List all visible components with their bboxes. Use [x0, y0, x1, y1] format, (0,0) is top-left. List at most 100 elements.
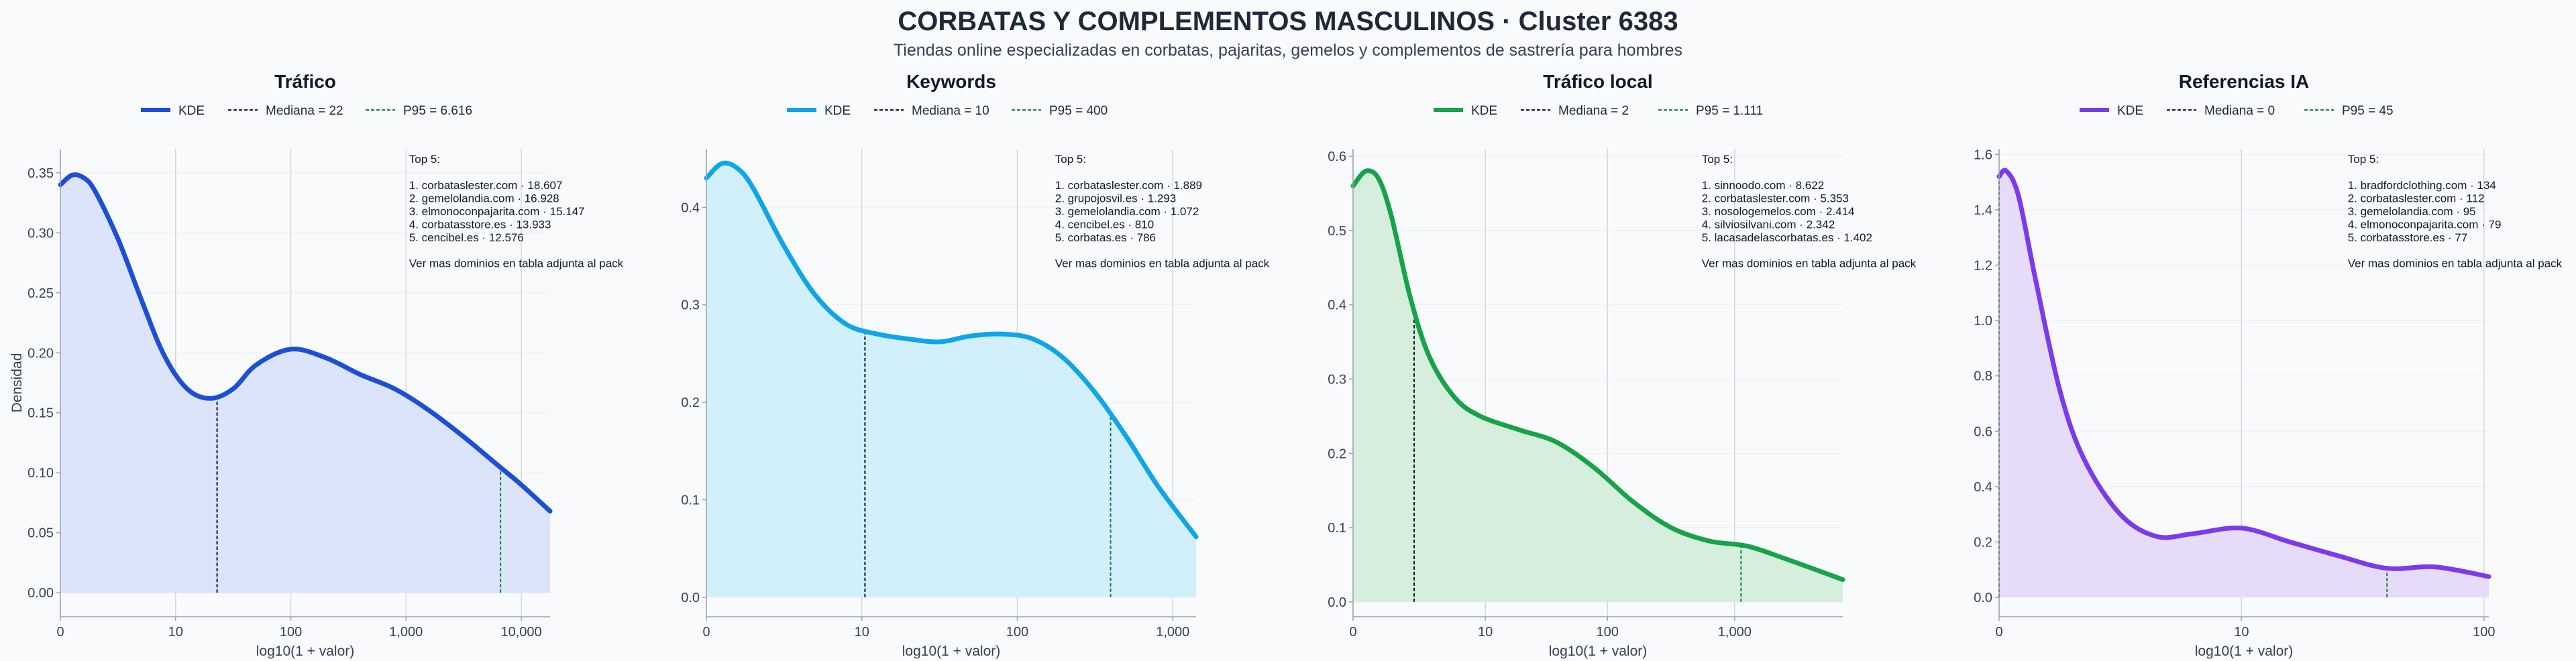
y-tick-label: 0.0 — [681, 591, 700, 605]
legend-p95-label: P95 = 400 — [1049, 104, 1108, 118]
x-axis-label: log10(1 + valor) — [256, 644, 355, 659]
top5-item: 3. elmonoconpajarita.com · 15.147 — [409, 205, 585, 218]
x-tick-label: 0 — [702, 625, 710, 640]
panel-title: Keywords — [906, 71, 996, 92]
legend-kde-label: KDE — [2117, 104, 2143, 118]
y-tick-label: 0.10 — [28, 466, 54, 481]
top5-item: 2. corbataslester.com · 5.353 — [1702, 192, 1849, 205]
y-tick-label: 0.2 — [1328, 446, 1346, 461]
top5-item: 5. corbatasstore.es · 77 — [2348, 231, 2468, 244]
y-tick-label: 0.2 — [1974, 535, 1992, 550]
y-tick-label: 0.0 — [1328, 595, 1346, 610]
x-tick-label: 1,000 — [1156, 625, 1189, 640]
x-tick-label: 1,000 — [389, 625, 423, 640]
x-tick-label: 0 — [1995, 625, 2002, 640]
x-tick-label: 10 — [855, 625, 869, 640]
density-area — [706, 163, 1196, 597]
y-tick-label: 1.0 — [1974, 314, 1992, 328]
top5-header: Top 5: — [2348, 153, 2379, 166]
top5-header: Top 5: — [1055, 153, 1086, 166]
y-tick-label: 0.1 — [681, 493, 700, 508]
y-tick-label: 0.15 — [28, 406, 54, 421]
top5-item: 4. elmonoconpajarita.com · 79 — [2348, 219, 2502, 231]
y-tick-label: 0.20 — [28, 346, 54, 361]
y-tick-label: 0.4 — [681, 200, 700, 215]
top5-item: 3. gemelolandia.com · 1.072 — [1055, 205, 1199, 218]
y-tick-label: 0.3 — [681, 298, 700, 313]
top5-item: 4. cencibel.es · 810 — [1055, 219, 1154, 231]
x-tick-label: 10 — [2234, 625, 2249, 640]
top5-item: 1. bradfordclothing.com · 134 — [2348, 179, 2496, 192]
y-tick-label: 0.35 — [28, 166, 54, 181]
kde-line — [1996, 168, 2491, 579]
top5-item: 3. gemelolandia.com · 95 — [2348, 205, 2476, 218]
top5-item: 5. corbatas.es · 786 — [1055, 231, 1156, 244]
y-tick-label: 0.00 — [28, 586, 54, 601]
density-area — [60, 174, 550, 593]
y-axis-label: Densidad — [9, 353, 25, 413]
y-tick-label: 0.05 — [28, 526, 54, 541]
kde-line — [704, 160, 1199, 540]
y-tick-label: 0.5 — [1328, 224, 1346, 239]
legend-kde-label: KDE — [824, 104, 851, 118]
top5-header: Top 5: — [409, 153, 440, 166]
panel-title: Referencias IA — [2179, 71, 2310, 92]
top5-item: 1. sinnoodo.com · 8.622 — [1702, 179, 1824, 192]
x-tick-label: 100 — [2473, 625, 2495, 640]
kde-line — [58, 172, 553, 514]
y-tick-label: 0.3 — [1328, 372, 1346, 387]
y-tick-label: 0.8 — [1974, 369, 1992, 384]
y-tick-label: 0.25 — [28, 286, 54, 301]
y-tick-label: 1.4 — [1974, 203, 1992, 218]
chart-title: CORBATAS Y COMPLEMENTOS MASCULINOS · Clu… — [898, 7, 1678, 36]
panel-title: Tráfico — [274, 71, 336, 92]
legend-median-label: Mediana = 0 — [2204, 104, 2275, 118]
top5-item: 5. lacasadelascorbatas.es · 1.402 — [1702, 231, 1872, 244]
x-tick-label: 10 — [1478, 625, 1493, 640]
legend-median-label: Mediana = 22 — [266, 104, 343, 118]
y-tick-label: 0.4 — [1974, 480, 1992, 495]
top5-footer-note: Ver mas dominios en tabla adjunta al pac… — [409, 257, 624, 270]
legend-median-label: Mediana = 10 — [912, 104, 989, 118]
density-area — [1353, 170, 1843, 602]
top5-item: 2. corbataslester.com · 112 — [2348, 192, 2485, 205]
top5-item: 2. gemelolandia.com · 16.928 — [409, 192, 559, 205]
kde-line — [1350, 168, 1845, 583]
top5-item: 5. cencibel.es · 12.576 — [409, 231, 524, 244]
x-tick-label: 10 — [168, 625, 183, 640]
y-tick-label: 0.4 — [1328, 298, 1346, 313]
legend-median-label: Mediana = 2 — [1558, 104, 1629, 118]
y-tick-label: 0.30 — [28, 226, 54, 241]
top5-header: Top 5: — [1702, 153, 1733, 166]
x-tick-label: 1,000 — [1718, 625, 1752, 640]
x-tick-label: 100 — [280, 625, 302, 640]
top5-footer-note: Ver mas dominios en tabla adjunta al pac… — [2348, 257, 2563, 270]
top5-item: 1. corbataslester.com · 18.607 — [409, 179, 563, 192]
y-tick-label: 1.2 — [1974, 258, 1992, 273]
x-tick-label: 0 — [56, 625, 64, 640]
panel-title: Tráfico local — [1543, 71, 1652, 92]
top5-item: 2. grupojosvil.es · 1.293 — [1055, 192, 1177, 205]
x-tick-label: 100 — [1597, 625, 1619, 640]
legend-kde-label: KDE — [178, 104, 205, 118]
legend-p95-label: P95 = 1.111 — [1696, 104, 1763, 118]
top5-item: 1. corbataslester.com · 1.889 — [1055, 179, 1202, 192]
y-tick-label: 0.6 — [1974, 424, 1992, 439]
x-tick-label: 100 — [1006, 625, 1028, 640]
y-tick-label: 0.0 — [1974, 591, 1992, 605]
chart-subtitle: Tiendas online especializadas en corbata… — [893, 41, 1683, 60]
x-axis-label: log10(1 + valor) — [2195, 644, 2294, 659]
legend-p95-label: P95 = 45 — [2342, 104, 2394, 118]
top5-item: 4. silviosilvani.com · 2.342 — [1702, 219, 1835, 231]
legend-kde-label: KDE — [1471, 104, 1497, 118]
legend-p95-label: P95 = 6.616 — [403, 104, 472, 118]
top5-item: 4. corbatasstore.es · 13.933 — [409, 219, 551, 231]
top5-item: 3. nosologemelos.com · 2.414 — [1702, 205, 1855, 218]
y-tick-label: 0.1 — [1328, 521, 1346, 536]
x-axis-label: log10(1 + valor) — [902, 644, 1001, 659]
top5-footer-note: Ver mas dominios en tabla adjunta al pac… — [1055, 257, 1270, 270]
x-tick-label: 10,000 — [500, 625, 541, 640]
y-tick-label: 0.6 — [1328, 149, 1346, 164]
x-axis-label: log10(1 + valor) — [1549, 644, 1648, 659]
